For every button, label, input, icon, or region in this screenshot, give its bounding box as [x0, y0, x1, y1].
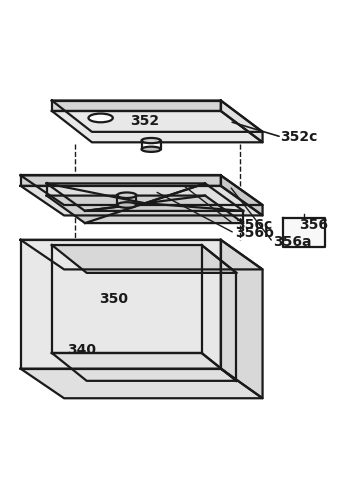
Ellipse shape: [117, 193, 136, 198]
Ellipse shape: [88, 113, 113, 122]
Polygon shape: [21, 175, 221, 186]
Polygon shape: [47, 196, 243, 223]
Polygon shape: [52, 100, 221, 111]
Polygon shape: [21, 240, 221, 368]
Ellipse shape: [141, 138, 161, 143]
Polygon shape: [284, 218, 325, 247]
Ellipse shape: [141, 147, 161, 152]
Polygon shape: [21, 175, 263, 205]
Ellipse shape: [117, 202, 136, 208]
Text: 350: 350: [99, 292, 128, 306]
Text: 356c: 356c: [235, 218, 272, 232]
Polygon shape: [221, 100, 263, 142]
Polygon shape: [221, 175, 263, 215]
Polygon shape: [21, 368, 263, 398]
Text: 352: 352: [130, 114, 159, 128]
Polygon shape: [52, 100, 263, 132]
Polygon shape: [52, 353, 237, 381]
Polygon shape: [21, 240, 263, 270]
Text: 352c: 352c: [280, 130, 317, 144]
Text: 356a: 356a: [273, 235, 311, 249]
Polygon shape: [52, 111, 263, 142]
Text: 356b: 356b: [235, 226, 273, 240]
Polygon shape: [21, 186, 263, 215]
Text: 356: 356: [299, 218, 328, 232]
Polygon shape: [52, 245, 237, 273]
Polygon shape: [221, 240, 263, 398]
Polygon shape: [47, 183, 243, 211]
Text: 340: 340: [67, 343, 97, 356]
